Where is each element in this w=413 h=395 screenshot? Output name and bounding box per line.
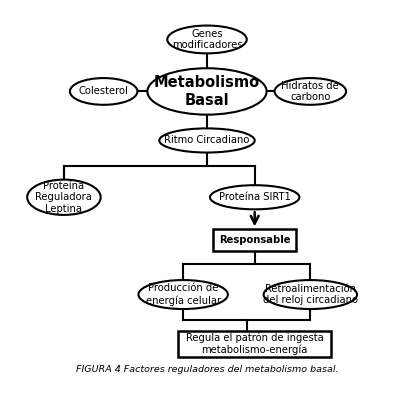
Text: Regula el patrón de ingesta
metabolismo-energía: Regula el patrón de ingesta metabolismo-… xyxy=(185,333,323,355)
Text: Proteína
Reguladora
Leptina: Proteína Reguladora Leptina xyxy=(36,181,92,214)
Text: Metabolismo
Basal: Metabolismo Basal xyxy=(154,75,259,108)
Text: FIGURA 4 Factores reguladores del metabolismo basal.: FIGURA 4 Factores reguladores del metabo… xyxy=(76,365,337,374)
Ellipse shape xyxy=(274,78,345,105)
Text: Ritmo Circadiano: Ritmo Circadiano xyxy=(164,135,249,145)
Text: Genes
modificadores: Genes modificadores xyxy=(171,29,242,50)
Text: Producción de
energía celular: Producción de energía celular xyxy=(145,284,220,306)
Ellipse shape xyxy=(167,26,246,53)
Ellipse shape xyxy=(138,280,227,309)
Ellipse shape xyxy=(209,185,299,209)
Text: Responsable: Responsable xyxy=(218,235,290,245)
Text: Proteína SIRT1: Proteína SIRT1 xyxy=(218,192,290,202)
Ellipse shape xyxy=(27,180,100,215)
Ellipse shape xyxy=(147,68,266,115)
Text: Retroalimentación
del reloj circadiano: Retroalimentación del reloj circadiano xyxy=(262,284,357,305)
FancyBboxPatch shape xyxy=(212,229,296,251)
Ellipse shape xyxy=(159,128,254,152)
FancyBboxPatch shape xyxy=(178,331,330,357)
Text: Colesterol: Colesterol xyxy=(78,87,128,96)
Text: Hidratos de
carbono: Hidratos de carbono xyxy=(281,81,338,102)
Ellipse shape xyxy=(263,280,356,309)
Ellipse shape xyxy=(70,78,137,105)
